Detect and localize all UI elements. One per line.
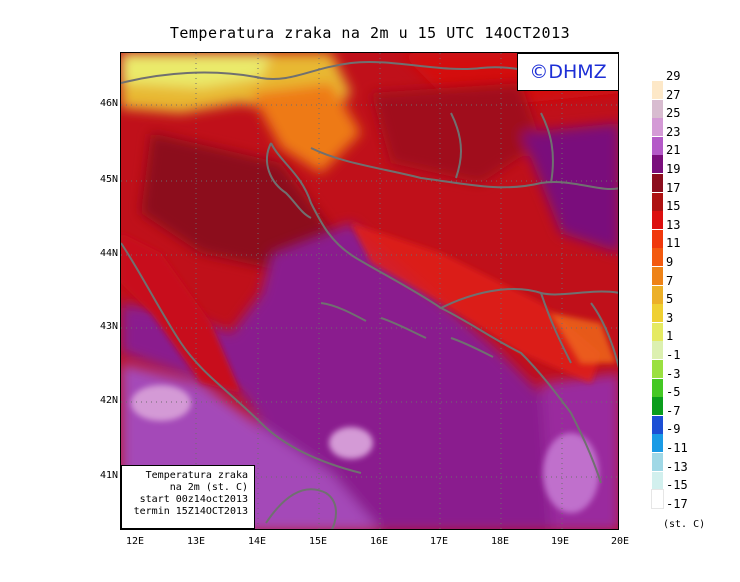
legend-label: 11: [666, 236, 681, 251]
lon-tick-16e: 16E: [369, 536, 389, 547]
legend-label: 5: [666, 292, 674, 307]
legend-label: 25: [666, 106, 681, 121]
lat-tick-43n: 43N: [99, 321, 118, 332]
legend-swatch: [652, 174, 663, 192]
legend-unit: (st. C): [663, 519, 706, 530]
legend-label: -11: [666, 441, 688, 455]
legend-swatch: [652, 118, 663, 137]
legend-label: 7: [666, 273, 674, 288]
legend-swatch: [652, 155, 663, 174]
legend-swatch: [652, 248, 663, 267]
interior-dark-red: [141, 83, 618, 273]
coastal-warm-strip: [121, 223, 616, 393]
coastlines: [121, 60, 618, 529]
legend-swatch: [652, 304, 663, 323]
legend-swatch: [652, 360, 663, 378]
temperature-map: [120, 52, 619, 530]
legend-swatch: [652, 211, 663, 230]
legend-label: -13: [666, 459, 688, 474]
legend-label: -3: [666, 366, 681, 381]
legend-label: 15: [666, 199, 681, 214]
lat-tick-44n: 44N: [99, 248, 118, 259]
legend-swatch: [652, 229, 663, 248]
lon-tick-19e: 19E: [550, 536, 570, 547]
legend-swatch: [652, 434, 663, 453]
legend-label: 27: [666, 87, 681, 102]
lon-tick-18e: 18E: [490, 536, 510, 547]
lon-tick-13e: 13E: [186, 536, 206, 547]
lon-tick-12e: 12E: [125, 536, 145, 547]
legend-label: 19: [666, 162, 681, 176]
lat-tick-45n: 45N: [99, 174, 118, 185]
legend-label: 21: [666, 143, 681, 158]
legend-swatch: [652, 322, 663, 341]
legend-swatch: [652, 415, 663, 434]
info-line-unit: na 2m (st. C): [169, 482, 248, 493]
legend-label: -5: [666, 385, 681, 400]
legend-swatch: [652, 99, 663, 118]
legend-swatch: [652, 285, 663, 304]
legend-swatch: [652, 192, 663, 211]
legend-swatch: [652, 453, 663, 471]
info-box: Temperatura zraka na 2m (st. C) start 00…: [121, 465, 255, 529]
legend-label: 17: [666, 180, 681, 195]
legend-label: -9: [666, 422, 681, 437]
info-line-parameter: Temperatura zraka: [145, 470, 248, 481]
legend-label: 1: [666, 329, 674, 344]
legend-swatch: [652, 471, 663, 490]
legend-swatch: [651, 489, 664, 510]
legend-swatch: [652, 397, 663, 416]
lon-tick-14e: 14E: [247, 536, 267, 547]
info-line-start: start 00z14oct2013: [139, 494, 248, 505]
lon-tick-20e: 20E: [610, 536, 630, 547]
dhmz-logo: ©DHMZ: [517, 53, 619, 91]
legend-label: -7: [666, 403, 681, 418]
graticule: [121, 53, 618, 529]
legend-label: 13: [666, 217, 681, 232]
legend-label: -15: [666, 478, 688, 493]
legend-swatch: [652, 267, 663, 285]
cool-patches: [131, 385, 599, 513]
lon-tick-17e: 17E: [429, 536, 449, 547]
legend-swatch: [652, 341, 663, 360]
lat-tick-42n: 42N: [99, 395, 118, 406]
legend-label: 23: [666, 124, 681, 139]
lon-tick-15e: 15E: [308, 536, 328, 547]
legend-swatch: [652, 378, 663, 397]
info-line-termin: termin 15Z14OCT2013: [133, 506, 248, 517]
legend-label: 9: [666, 255, 674, 269]
legend-swatch: [652, 136, 663, 155]
map-title: Temperatura zraka na 2m u 15 UTC 14OCT20…: [169, 24, 571, 42]
lat-tick-46n: 46N: [99, 98, 118, 109]
legend-label: -17: [666, 496, 688, 511]
lat-tick-41n: 41N: [99, 470, 118, 481]
legend-label: 29: [666, 69, 681, 83]
legend-label: 3: [666, 310, 674, 325]
legend-label: -1: [666, 348, 681, 362]
legend-swatch: [652, 81, 663, 99]
